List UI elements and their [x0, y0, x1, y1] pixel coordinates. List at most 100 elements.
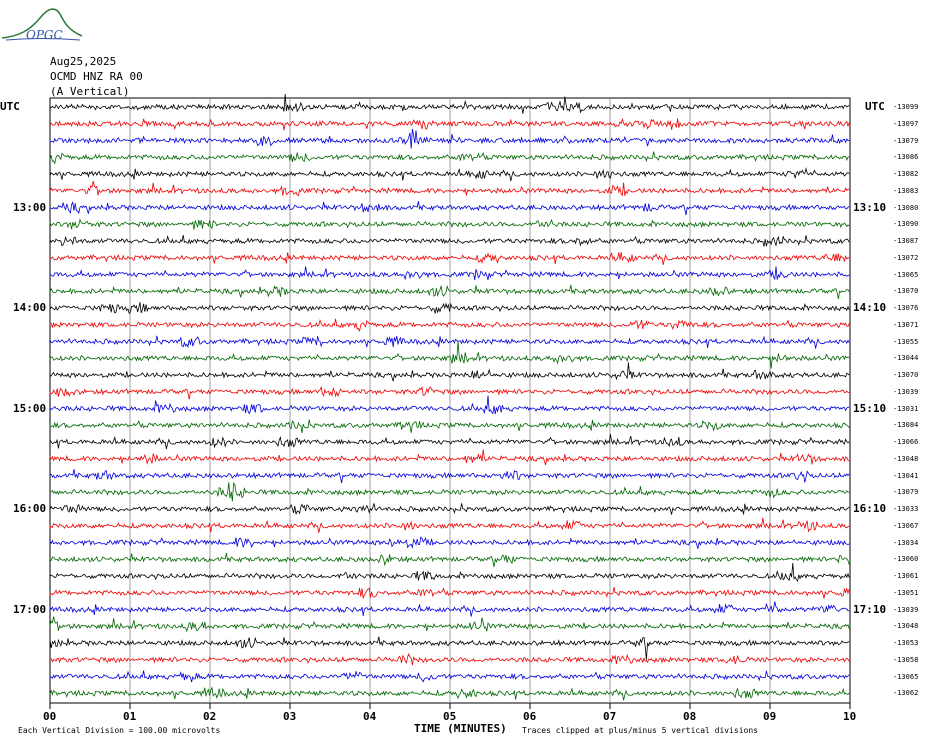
trace-offset-label: -13076 — [893, 304, 919, 312]
logo-text: OPGC — [26, 28, 63, 42]
trace-line — [49, 419, 850, 434]
trace-line — [49, 482, 850, 502]
trace-offset-label: -13034 — [893, 538, 919, 547]
trace-line — [49, 636, 850, 660]
x-tick-label: 02 — [203, 710, 217, 723]
trace-offset-label: -13044 — [893, 354, 919, 363]
trace-line — [49, 616, 850, 633]
trace-line — [49, 469, 850, 484]
trace-line — [49, 395, 850, 415]
left-utc-label: UTC — [0, 100, 20, 113]
trace-offset-label: -13061 — [893, 572, 919, 580]
trace-offset-label: -13066 — [893, 438, 919, 446]
division-note: Each Vertical Division = 100.00 microvol… — [18, 726, 221, 735]
trace-line — [49, 302, 850, 315]
trace-offset-label: -13084 — [893, 421, 919, 430]
trace-line — [49, 340, 850, 369]
trace-line — [49, 284, 850, 299]
trace-line — [49, 652, 850, 666]
left-hour-label: 14:00 — [13, 301, 47, 314]
vertical-gridlines — [129, 98, 771, 703]
trace-offset-label: -13087 — [893, 237, 919, 245]
trace-offset-label: -13039 — [893, 605, 919, 614]
left-hour-label: 15:00 — [13, 401, 47, 415]
trace-offset-label: -13048 — [893, 454, 919, 463]
trace-offset-label: -13048 — [893, 622, 919, 631]
x-tick-marks — [49, 703, 851, 709]
x-tick-label: 10 — [843, 710, 857, 723]
trace-line — [49, 552, 850, 567]
trace-offset-label: -13079 — [893, 488, 919, 497]
trace-line — [49, 517, 850, 533]
trace-line — [49, 201, 850, 216]
station-label: OCMD HNZ RA 00 — [50, 70, 143, 83]
trace-offset-label: -13031 — [893, 404, 919, 413]
trace-line — [49, 235, 850, 247]
trace-line — [49, 562, 850, 582]
x-tick-label: 00 — [43, 710, 57, 723]
x-axis-label: TIME (MINUTES) — [414, 722, 507, 735]
trace-offset-label: -13065 — [893, 672, 919, 681]
x-tick-label: 06 — [523, 710, 537, 723]
left-hour-label: 17:00 — [13, 602, 47, 616]
traces-group — [49, 93, 850, 701]
opgc-logo — [1, 8, 83, 41]
trace-line — [49, 251, 850, 265]
right-utc-label: UTC — [865, 100, 885, 113]
x-tick-label: 07 — [603, 710, 617, 723]
trace-line — [49, 93, 850, 114]
x-tick-label: 04 — [363, 710, 377, 723]
x-tick-label: 08 — [683, 710, 697, 723]
trace-offset-label: -13070 — [893, 371, 919, 379]
right-hour-label: 13:10 — [853, 200, 887, 214]
trace-line — [49, 686, 850, 701]
trace-line — [49, 587, 850, 599]
component-label: (A Vertical) — [50, 85, 130, 98]
trace-line — [49, 318, 850, 333]
trace-line — [49, 385, 850, 400]
trace-line — [49, 128, 850, 149]
trace-line — [49, 335, 850, 349]
trace-line — [49, 434, 850, 450]
date-label: Aug25,2025 — [50, 55, 117, 68]
trace-offset-label: -13090 — [893, 220, 919, 229]
trace-offset-label: -13053 — [893, 639, 919, 647]
trace-line — [49, 181, 850, 197]
trace-offset-label: -13060 — [893, 555, 919, 564]
clip-note: Traces clipped at plus/minus 5 vertical … — [522, 726, 759, 735]
trace-offset-label: -13083 — [893, 186, 919, 195]
right-hour-label: 17:10 — [853, 602, 887, 616]
x-tick-label: 05 — [443, 710, 457, 723]
trace-offset-label: -13070 — [893, 287, 919, 296]
trace-line — [49, 670, 850, 683]
trace-offset-label: -13079 — [893, 136, 919, 145]
x-tick-label: 03 — [283, 710, 297, 723]
x-tick-label: 01 — [123, 710, 137, 723]
trace-offset-label: -13099 — [893, 103, 919, 111]
trace-line — [49, 117, 850, 131]
trace-offset-label: -13086 — [893, 153, 919, 162]
trace-offset-label: -13082 — [893, 170, 919, 178]
trace-line — [49, 218, 850, 230]
trace-offset-label: -13097 — [893, 119, 919, 128]
trace-line — [49, 449, 850, 466]
trace-line — [49, 536, 850, 549]
right-hour-label: 16:10 — [853, 502, 887, 515]
trace-offset-label: -13062 — [893, 689, 919, 698]
trace-offset-label: -13058 — [893, 655, 919, 664]
trace-line — [49, 362, 850, 382]
trace-line — [49, 503, 850, 515]
trace-offset-label: -13080 — [893, 203, 919, 212]
trace-offset-label: -13067 — [893, 521, 919, 530]
trace-line — [49, 167, 850, 182]
trace-offset-label: -13065 — [893, 270, 919, 279]
trace-offset-label: -13041 — [893, 471, 919, 480]
trace-line — [49, 266, 850, 281]
trace-offset-label: -13033 — [893, 505, 919, 513]
trace-offset-label: -13072 — [893, 253, 919, 262]
right-hour-label: 14:10 — [853, 301, 887, 314]
trace-offset-label: -13055 — [893, 337, 919, 346]
trace-offset-label: -13071 — [893, 320, 919, 329]
trace-offset-label: -13039 — [893, 387, 919, 396]
